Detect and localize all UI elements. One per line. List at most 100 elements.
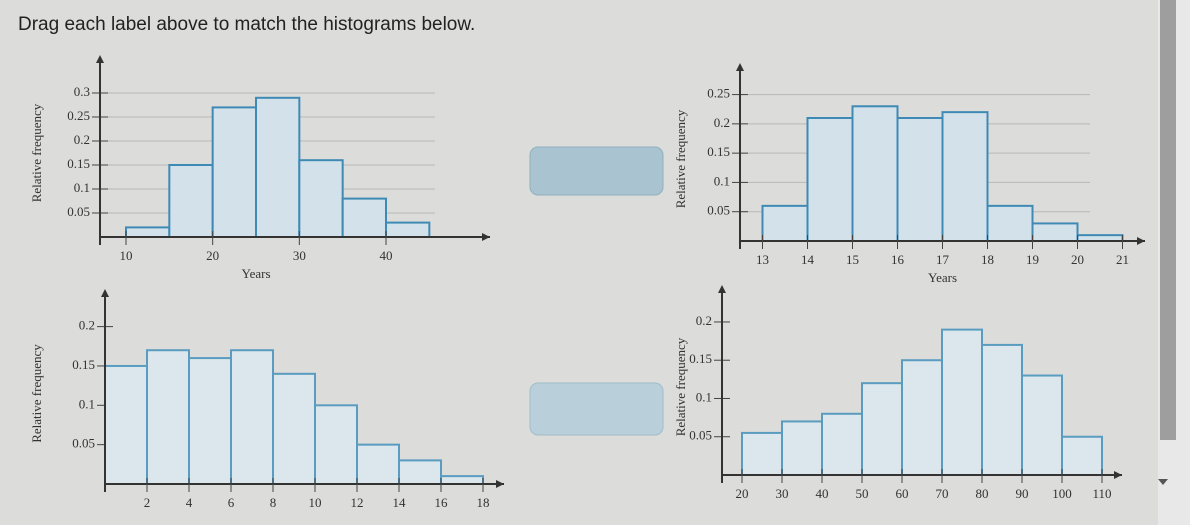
y-tick-label: 0.3 [74,84,90,99]
x-tick-label: 110 [1092,486,1111,501]
y-axis-arrow [736,63,744,71]
bar [901,359,943,476]
y-tick-label: 0.25 [67,108,90,123]
bar [211,106,258,239]
x-tick-label: 14 [393,495,407,510]
y-axis-label: Relative frequency [29,344,44,443]
y-tick-label: 0.2 [696,313,712,328]
bar [986,204,1034,243]
y-axis-arrow [101,289,109,297]
y-tick-label: 0.05 [67,204,90,219]
drop-zone[interactable] [529,146,664,196]
x-tick-label: 90 [1016,486,1029,501]
bar [341,197,387,239]
x-tick-label: 18 [477,495,490,510]
y-tick-label: 0.05 [707,203,730,218]
x-tick-label: 40 [380,248,393,263]
bar [188,357,232,485]
x-tick-label: 2 [144,495,151,510]
x-tick-label: 20 [1071,252,1084,267]
y-tick-label: 0.2 [74,132,90,147]
bar [314,404,358,486]
x-tick-label: 14 [801,252,815,267]
bar [385,221,431,239]
scroll-arrow[interactable] [1158,479,1168,485]
x-tick-label: 20 [736,486,749,501]
bar [851,105,899,242]
y-axis-label: Relative frequency [29,103,44,202]
y-axis-arrow [96,55,104,63]
y-tick-label: 0.15 [707,144,730,159]
y-tick-label: 0.2 [79,318,95,333]
y-tick-label: 0.2 [714,115,730,130]
bar [1021,374,1063,476]
bar [440,475,484,485]
bar [806,117,854,242]
x-tick-label: 6 [228,495,235,510]
x-tick-label: 21 [1116,252,1129,267]
y-tick-label: 0.05 [72,436,95,451]
y-tick-label: 0.15 [689,351,712,366]
bar [168,164,214,238]
x-axis-label: Years [928,270,957,285]
instruction: Drag each label above to match the histo… [18,14,475,35]
x-tick-label: 18 [981,252,994,267]
drop-zone[interactable] [529,382,664,436]
bar [230,349,274,485]
bar [255,96,301,238]
x-tick-label: 60 [896,486,909,501]
bar [146,349,190,485]
y-tick-label: 0.1 [696,389,712,404]
x-tick-label: 70 [936,486,949,501]
y-axis-label: Relative frequency [673,337,688,436]
bar [298,159,344,238]
y-tick-label: 0.15 [67,156,90,171]
scroll-thumb[interactable] [1160,0,1176,440]
x-tick-label: 80 [976,486,989,501]
bar [1031,222,1079,243]
x-tick-label: 4 [186,495,193,510]
x-axis-label: Years [241,266,270,281]
bar [981,343,1023,477]
x-tick-label: 19 [1026,252,1039,267]
bar [821,412,863,477]
x-tick-label: 12 [351,495,364,510]
bar [741,431,783,477]
x-tick-label: 100 [1052,486,1072,501]
bar [941,328,983,477]
y-tick-label: 0.05 [689,428,712,443]
y-tick-label: 0.1 [74,180,90,195]
y-tick-label: 0.1 [79,396,95,411]
bar [125,226,171,238]
x-axis-arrow [496,480,504,488]
x-axis-arrow [482,233,490,241]
bar [781,420,823,476]
x-tick-label: 8 [270,495,277,510]
x-tick-label: 10 [120,248,133,263]
x-tick-label: 50 [856,486,869,501]
bar [1061,435,1103,477]
x-tick-label: 30 [293,248,306,263]
x-tick-label: 20 [206,248,219,263]
bar [941,111,989,243]
x-tick-label: 16 [435,495,449,510]
bar [272,372,316,485]
y-axis-arrow [718,285,726,293]
x-tick-label: 15 [846,252,859,267]
y-tick-label: 0.25 [707,86,730,101]
bar [104,364,148,485]
bar [761,204,809,243]
x-tick-label: 10 [309,495,322,510]
bar [861,382,903,477]
x-tick-label: 40 [816,486,829,501]
x-tick-label: 16 [891,252,905,267]
x-axis-arrow [1137,237,1145,245]
bar [896,117,944,242]
x-tick-label: 30 [776,486,789,501]
x-axis-arrow [1114,471,1122,479]
bar [398,459,442,485]
y-axis-label: Relative frequency [673,109,688,208]
y-tick-label: 0.15 [72,357,95,372]
x-tick-label: 13 [756,252,769,267]
